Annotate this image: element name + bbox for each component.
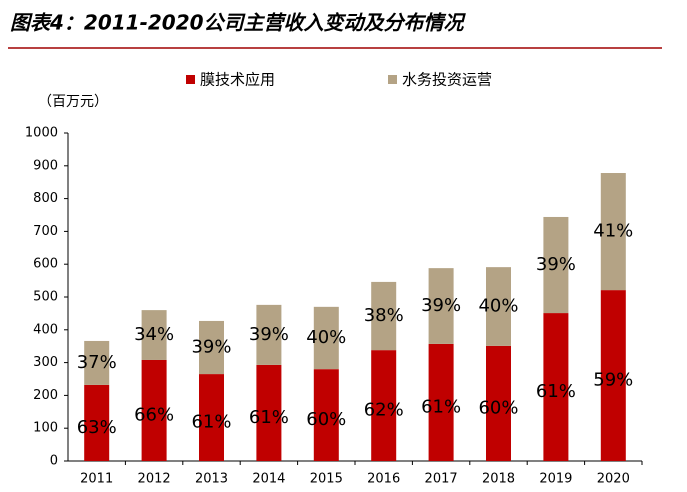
x-tick-label: 2016: [367, 472, 400, 487]
bar-segment: [371, 350, 397, 461]
bar-segment: [256, 304, 282, 365]
chart-title: 图表4：2011-2020公司主营收入变动及分布情况: [10, 11, 467, 35]
x-tick-label: 2018: [482, 472, 515, 487]
bar-segment: [84, 384, 110, 461]
bar-segment: [84, 340, 110, 385]
share-label: 39%: [249, 324, 289, 345]
share-label: 39%: [536, 254, 576, 275]
share-label: 59%: [593, 370, 633, 391]
y-tick-label: 200: [33, 388, 58, 403]
bar-segment: [600, 290, 626, 461]
bar-segment: [543, 216, 569, 314]
bar-segment: [313, 369, 339, 461]
y-tick-label: 1000: [25, 126, 58, 141]
share-label: 61%: [421, 396, 461, 417]
share-label: 38%: [364, 305, 404, 326]
y-tick-label: 100: [33, 421, 58, 436]
x-tick-label: 2020: [597, 472, 630, 487]
share-label: 37%: [77, 352, 117, 373]
share-label: 66%: [134, 404, 174, 425]
legend-swatch: [388, 75, 397, 84]
share-label: 61%: [536, 381, 576, 402]
y-tick-label: 300: [33, 355, 58, 370]
bar-segment: [256, 364, 282, 461]
bar-segment: [141, 310, 167, 360]
bar-segment: [600, 173, 626, 291]
x-tick-label: 2013: [195, 472, 228, 487]
bar-segment: [486, 345, 511, 461]
share-label: 39%: [421, 295, 461, 316]
bar-segment: [313, 306, 339, 370]
y-axis-label: （百万元）: [38, 94, 108, 110]
x-tick-label: 2017: [425, 472, 458, 487]
y-tick-label: 0: [50, 454, 58, 469]
x-tick-label: 2015: [310, 472, 343, 487]
y-tick-label: 800: [33, 191, 58, 206]
share-label: 34%: [134, 324, 174, 345]
bar-segment: [199, 374, 224, 461]
share-label: 61%: [249, 407, 289, 428]
y-tick-label: 900: [33, 158, 58, 173]
share-label: 60%: [478, 397, 518, 418]
share-label: 41%: [593, 221, 633, 242]
legend-label: 水务投资运营: [402, 71, 492, 89]
share-label: 40%: [478, 296, 518, 317]
legend-label: 膜技术应用: [200, 71, 275, 89]
bar-segment: [371, 281, 397, 351]
share-label: 40%: [306, 327, 346, 348]
x-tick-label: 2014: [252, 472, 285, 487]
bar-segment: [486, 267, 511, 346]
bar-segment: [428, 268, 454, 344]
x-tick-label: 2019: [539, 472, 572, 487]
x-tick-label: 2012: [138, 472, 171, 487]
legend-swatch: [186, 75, 195, 84]
share-label: 62%: [364, 400, 404, 421]
y-tick-label: 600: [33, 257, 58, 272]
share-label: 61%: [191, 412, 231, 433]
share-label: 39%: [191, 337, 231, 358]
y-tick-label: 700: [33, 224, 58, 239]
share-label: 60%: [306, 409, 346, 430]
bar-segment: [199, 320, 224, 375]
bar-segment: [428, 343, 454, 461]
y-tick-label: 400: [33, 322, 58, 337]
y-tick-label: 500: [33, 290, 58, 305]
bar-segment: [141, 359, 167, 461]
x-tick-label: 2011: [80, 472, 113, 487]
share-label: 63%: [77, 417, 117, 438]
bar-segment: [543, 313, 569, 461]
